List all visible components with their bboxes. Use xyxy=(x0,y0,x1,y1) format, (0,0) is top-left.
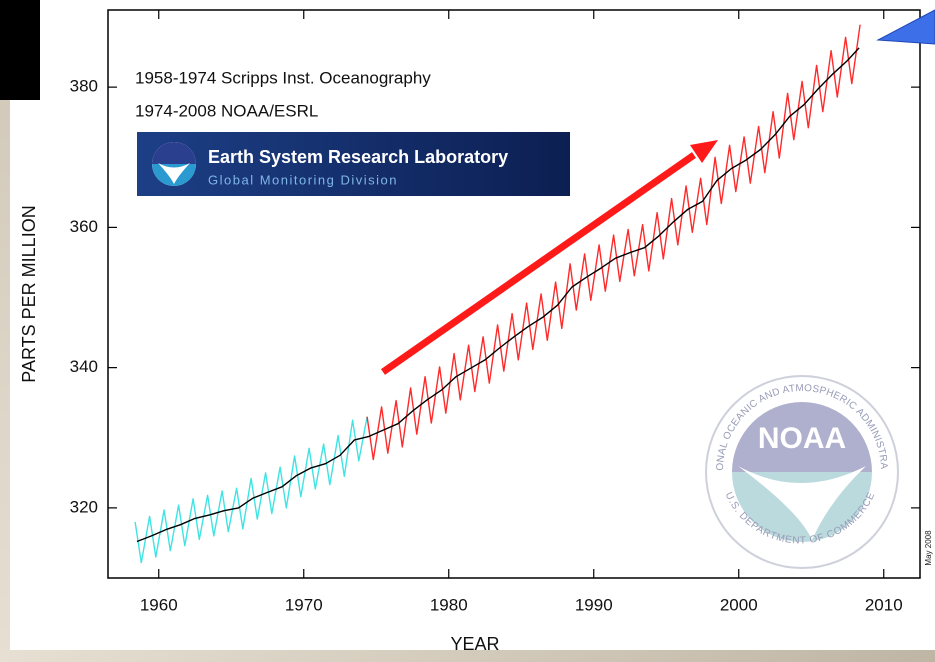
x-tick-label: 2000 xyxy=(720,595,758,614)
esrl-banner: Earth System Research Laboratory Global … xyxy=(137,132,570,196)
banner-subtitle: Global Monitoring Division xyxy=(208,172,398,187)
y-tick-label: 360 xyxy=(70,217,98,236)
x-tick-label: 1980 xyxy=(430,595,468,614)
corner-shade xyxy=(0,0,40,100)
logo-text: NOAA xyxy=(758,422,846,455)
source-note: 1974-2008 NOAA/ESRL xyxy=(135,101,318,120)
date-stamp: May 2008 xyxy=(924,530,933,566)
x-tick-label: 2010 xyxy=(865,595,903,614)
x-axis-label: YEAR xyxy=(450,634,499,654)
y-tick-label: 320 xyxy=(70,497,98,516)
banner-title: Earth System Research Laboratory xyxy=(208,147,508,167)
y-tick-label: 340 xyxy=(70,357,98,376)
x-tick-label: 1990 xyxy=(575,595,613,614)
chart: 1958-1974 Scripps Inst. Oceanography 197… xyxy=(0,0,935,662)
x-tick-label: 1960 xyxy=(140,595,178,614)
y-tick-label: 380 xyxy=(70,77,98,96)
y-axis-label: PARTS PER MILLION xyxy=(19,205,39,382)
source-note: 1958-1974 Scripps Inst. Oceanography xyxy=(135,68,431,87)
page: 1958-1974 Scripps Inst. Oceanography 197… xyxy=(0,0,935,662)
x-tick-label: 1970 xyxy=(285,595,323,614)
